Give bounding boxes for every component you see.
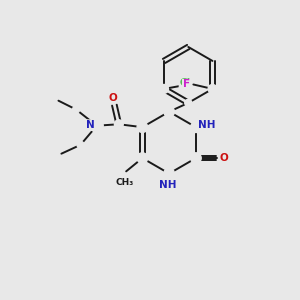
Circle shape xyxy=(208,85,217,93)
Circle shape xyxy=(138,154,147,163)
Text: CH₃: CH₃ xyxy=(116,178,134,187)
Circle shape xyxy=(190,122,201,133)
Text: O: O xyxy=(109,93,117,103)
Circle shape xyxy=(185,99,192,106)
Circle shape xyxy=(137,122,148,133)
Circle shape xyxy=(90,119,103,132)
Circle shape xyxy=(190,153,201,164)
Circle shape xyxy=(164,168,174,179)
Circle shape xyxy=(77,141,84,148)
Text: F: F xyxy=(183,80,190,89)
Text: O: O xyxy=(219,153,228,163)
Text: NH: NH xyxy=(198,120,216,130)
Circle shape xyxy=(160,85,169,93)
Text: N: N xyxy=(86,120,94,130)
Circle shape xyxy=(73,106,80,113)
Text: NH: NH xyxy=(159,180,176,190)
Circle shape xyxy=(137,153,148,164)
Circle shape xyxy=(114,120,123,129)
Text: Cl: Cl xyxy=(179,78,191,88)
Circle shape xyxy=(164,106,174,117)
